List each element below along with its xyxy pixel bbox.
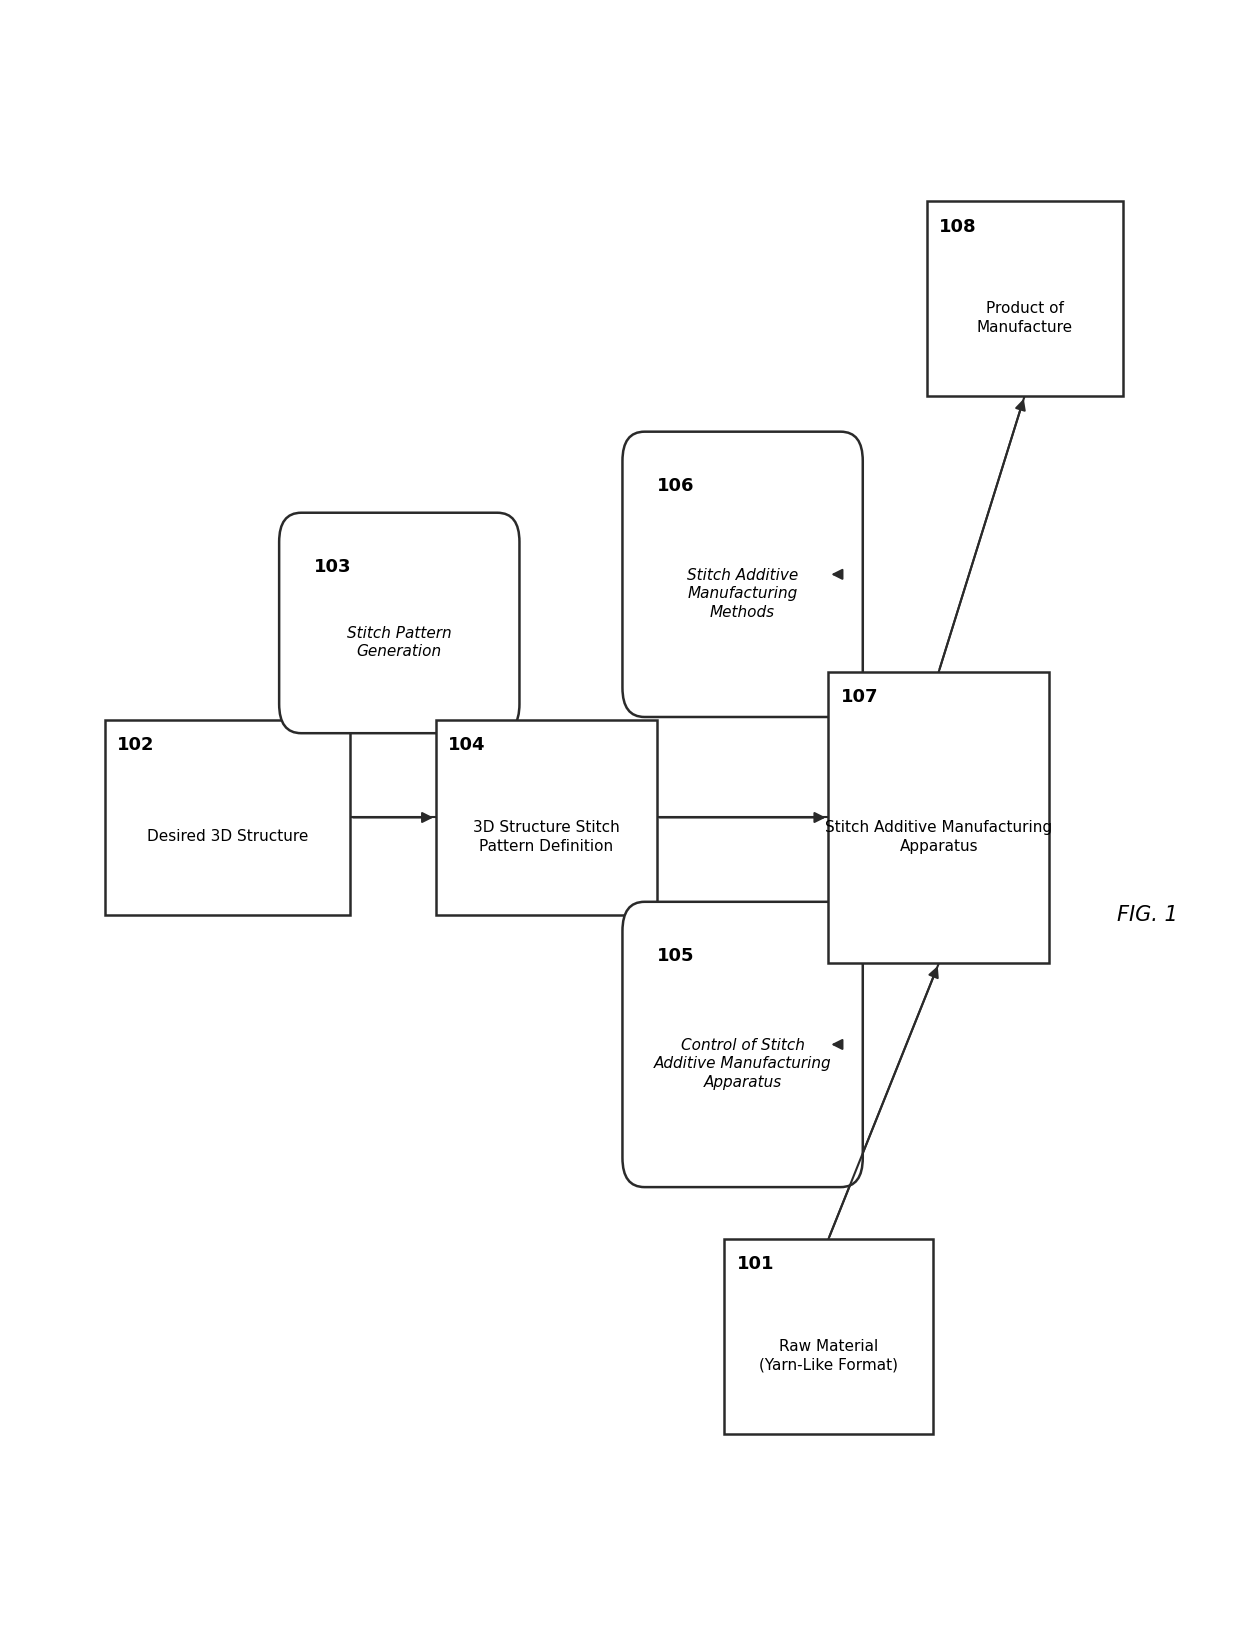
FancyBboxPatch shape	[622, 903, 863, 1187]
FancyBboxPatch shape	[622, 432, 863, 718]
Text: Stitch Additive
Manufacturing
Methods: Stitch Additive Manufacturing Methods	[687, 567, 799, 620]
Text: Stitch Pattern
Generation: Stitch Pattern Generation	[347, 626, 451, 659]
Text: 105: 105	[657, 947, 694, 965]
Text: 104: 104	[449, 736, 486, 754]
Bar	[724, 1239, 932, 1434]
Text: 101: 101	[737, 1256, 774, 1274]
Text: 106: 106	[657, 477, 694, 495]
Text: Product of
Manufacture: Product of Manufacture	[977, 301, 1073, 335]
Text: 107: 107	[841, 688, 878, 706]
Text: Desired 3D Structure: Desired 3D Structure	[148, 829, 309, 844]
Text: 103: 103	[314, 558, 351, 576]
FancyBboxPatch shape	[279, 513, 520, 732]
Bar	[105, 721, 350, 914]
Text: 108: 108	[939, 217, 976, 235]
Bar	[436, 721, 657, 914]
Bar	[828, 672, 1049, 963]
Text: Raw Material
(Yarn-Like Format): Raw Material (Yarn-Like Format)	[759, 1339, 898, 1372]
Text: Control of Stitch
Additive Manufacturing
Apparatus: Control of Stitch Additive Manufacturing…	[653, 1038, 832, 1091]
Text: 102: 102	[118, 736, 155, 754]
Text: FIG. 1: FIG. 1	[1117, 904, 1178, 925]
Text: 3D Structure Stitch
Pattern Definition: 3D Structure Stitch Pattern Definition	[472, 821, 620, 853]
Bar	[926, 201, 1122, 396]
Text: Stitch Additive Manufacturing
Apparatus: Stitch Additive Manufacturing Apparatus	[826, 821, 1053, 853]
